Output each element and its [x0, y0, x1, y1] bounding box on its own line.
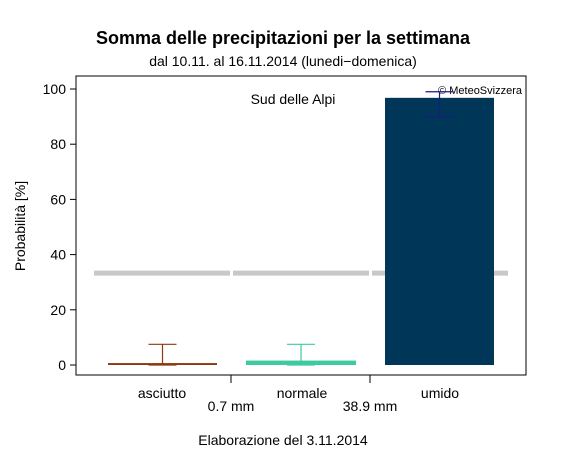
chart-footer: Elaborazione del 3.11.2014: [198, 432, 368, 448]
x-category-label-asciutto: asciutto: [138, 385, 186, 401]
y-tick-label-80: 80: [50, 136, 66, 152]
plot-frame: [75, 75, 527, 376]
chart-subtitle: dal 10.11. al 16.11.2014 (lunedi−domenic…: [149, 53, 417, 69]
x-threshold-label-0: 0.7 mm: [208, 398, 255, 414]
y-tick-label-40: 40: [50, 247, 66, 263]
bar-umido: [385, 97, 494, 365]
x-category-label-normale: normale: [277, 385, 328, 401]
y-tick-label-60: 60: [50, 191, 66, 207]
y-tick-label-20: 20: [50, 302, 66, 318]
region-label: Sud delle Alpi: [251, 91, 336, 107]
x-category-label-umido: umido: [421, 385, 459, 401]
x-threshold-label-1: 38.9 mm: [343, 398, 397, 414]
copyright-label: © MeteoSvizzera: [438, 85, 523, 97]
y-tick-label-0: 0: [58, 357, 66, 373]
y-tick-label-100: 100: [43, 81, 67, 97]
chart-title: Somma delle precipitazioni per la settim…: [95, 28, 471, 48]
